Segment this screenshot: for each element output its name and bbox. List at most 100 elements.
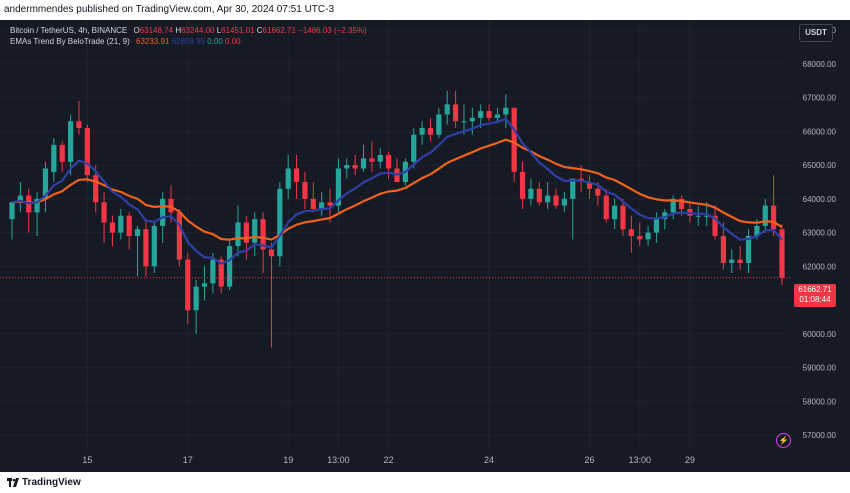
bar-countdown: 01:08:44 [799, 295, 831, 304]
candle-up [17, 182, 23, 213]
candlestick-chart[interactable]: 57000.0058000.0059000.0060000.0061000.00… [0, 20, 850, 472]
candle-body [160, 198, 166, 226]
candle-body [126, 215, 132, 236]
candle-down [126, 212, 132, 250]
candle-body [436, 114, 442, 135]
candle-body [419, 128, 425, 135]
candle-down [628, 215, 634, 253]
candle-body [494, 114, 501, 118]
candle-up [151, 222, 157, 274]
candle-body [779, 229, 785, 278]
candle-up [561, 192, 567, 213]
candle-down [637, 222, 643, 247]
x-tick-label: 17 [183, 455, 193, 465]
candle-up [134, 225, 141, 277]
footer-brand[interactable]: TradingView [22, 477, 81, 488]
candle-down [536, 182, 542, 206]
candle-body [143, 229, 149, 267]
x-tick-label: 24 [484, 455, 494, 465]
candle-body [612, 205, 618, 220]
candle-body [260, 219, 266, 250]
candle-up [645, 225, 651, 247]
footer-bar: TradingView [0, 472, 850, 493]
candle-down [59, 141, 65, 172]
candle-down [268, 242, 275, 348]
indicator-row: EMAs Trend By BeloTrade (21, 9) 63233.91… [10, 36, 367, 47]
candle-up [436, 107, 442, 139]
candle-body [302, 182, 308, 199]
currency-button[interactable]: USDT [799, 24, 833, 42]
candle-up [344, 158, 350, 179]
ohlc-row: Bitcoin / TetherUS, 4h, BINANCE O63148.7… [10, 25, 367, 36]
candle-body [352, 165, 358, 169]
candle-body [34, 198, 40, 213]
candle-body [76, 121, 82, 128]
candle-down [76, 101, 82, 135]
candle-body [193, 286, 199, 311]
candle-body [528, 188, 534, 199]
x-axis: 15 17 19 13:00 22 24 26 13:00 29 [82, 455, 695, 465]
candle-body [519, 171, 526, 199]
ema-line [11, 117, 783, 265]
candle-up [201, 266, 208, 301]
y-tick-label: 62000.00 [803, 262, 837, 271]
candle-down [185, 252, 191, 324]
y-tick-label: 65000.00 [803, 161, 837, 170]
candle-up [252, 212, 258, 257]
x-tick-label: 19 [283, 455, 293, 465]
candle-body [252, 219, 258, 243]
symbol-label[interactable]: Bitcoin / TetherUS, 4h, BINANCE [10, 26, 128, 35]
indicator-value-3: 0.00 [207, 37, 223, 46]
y-tick-label: 66000.00 [803, 127, 837, 136]
candle-body [427, 128, 434, 135]
indicator-value-2: 62808.95 [171, 37, 205, 46]
candle-body [93, 175, 99, 203]
candle-up [118, 209, 124, 240]
candle-up [695, 205, 701, 226]
candle-body [653, 219, 660, 233]
candle-up [570, 178, 576, 240]
candle-body [118, 215, 124, 233]
candle-up [461, 104, 467, 135]
candle-up [762, 198, 768, 233]
candle-up [235, 205, 241, 257]
y-tick-label: 58000.00 [803, 397, 837, 406]
candle-down [620, 198, 626, 236]
candle-body [553, 195, 559, 206]
candle-body [745, 236, 752, 263]
candle-body [712, 215, 718, 236]
candle-up [67, 114, 74, 176]
x-tick-label: 29 [685, 455, 695, 465]
y-tick-label: 63000.00 [803, 229, 837, 238]
indicator-name[interactable]: EMAs Trend By BeloTrade (21, 9) [10, 37, 130, 46]
candle-body [151, 225, 157, 267]
candle-up [34, 192, 40, 236]
candle-down [519, 161, 526, 209]
open-value: 63148.74 [139, 26, 174, 35]
candle-down [84, 124, 90, 182]
candle-body [218, 259, 224, 287]
candle-body [176, 212, 182, 260]
candle-down [712, 205, 718, 240]
last-price-tag: 61662.71 01:08:44 [794, 284, 836, 307]
y-tick-label: 64000.00 [803, 195, 837, 204]
candle-body [84, 128, 90, 176]
ema-line [11, 138, 783, 241]
candle-up [51, 138, 57, 182]
candle-up [545, 182, 551, 209]
candle-up [662, 209, 668, 230]
x-tick-label: 15 [82, 455, 92, 465]
candle-up [528, 178, 534, 206]
candle-up [42, 161, 49, 213]
chart-panel[interactable]: 57000.0058000.0059000.0060000.0061000.00… [0, 20, 850, 472]
low-label: L [216, 26, 222, 35]
candle-body [9, 202, 15, 220]
tradingview-logo-icon[interactable] [7, 478, 19, 487]
candle-body [310, 198, 316, 209]
lightning-alert-icon[interactable]: ⚡ [776, 433, 791, 448]
candle-body [678, 198, 685, 209]
x-tick-label: 22 [384, 455, 394, 465]
y-tick-label: 57000.00 [803, 431, 837, 440]
open-label: O [133, 26, 140, 35]
high-value: 63244.00 [181, 26, 215, 35]
